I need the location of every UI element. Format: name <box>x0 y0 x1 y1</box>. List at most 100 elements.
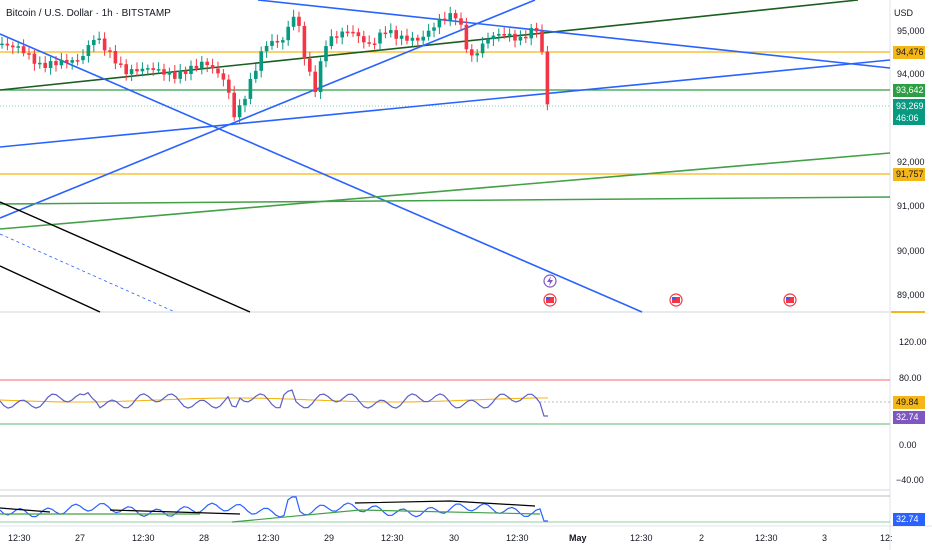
candle-body <box>426 30 431 37</box>
candle-body <box>389 30 393 34</box>
candle-body <box>227 79 231 93</box>
rsi-tick: 0.00 <box>899 440 917 450</box>
rsi-ma-badge: 49.84 <box>893 396 925 409</box>
candle-body <box>0 43 4 46</box>
lower-trend-black[interactable] <box>109 509 241 515</box>
time-label: 2 <box>699 533 705 543</box>
time-label: 12: <box>880 533 893 543</box>
candle-body <box>194 65 199 69</box>
time-label: 3 <box>822 533 828 543</box>
candle-body <box>178 70 182 79</box>
candle-body <box>399 35 404 39</box>
candle-body <box>356 32 361 37</box>
candle-body <box>97 38 101 41</box>
candle-body <box>59 59 64 66</box>
rsi-tick: 80.00 <box>899 373 922 383</box>
price-badge-green-level: 93,642 <box>893 84 925 97</box>
us-flag-event-icon[interactable] <box>669 293 683 307</box>
time-label: 12:30 <box>381 533 404 543</box>
trendline-dark-green[interactable] <box>0 0 859 91</box>
candle-body <box>129 69 134 75</box>
trendline-blue-rising[interactable] <box>0 0 536 219</box>
time-label: May <box>569 533 587 543</box>
channel-line-black[interactable] <box>0 201 251 313</box>
candle-body <box>507 33 512 36</box>
lower-trend-green[interactable] <box>231 509 541 523</box>
trendline-green-a[interactable] <box>0 152 891 230</box>
candle-body <box>518 36 523 41</box>
candlestick-series[interactable] <box>0 6 550 123</box>
candle-body <box>81 56 85 61</box>
candle-body <box>291 16 296 27</box>
price-axis[interactable]: 95,000 94,000 92,000 91,000 90,000 89,00… <box>897 26 925 300</box>
trendline-blue-lower[interactable] <box>0 59 891 148</box>
candle-body <box>416 37 420 41</box>
candle-body <box>27 53 31 55</box>
candle-body <box>237 105 242 118</box>
candle-body <box>75 60 80 62</box>
candle-body <box>335 36 339 38</box>
price-badge-yellow-lower: 91,757 <box>893 168 925 181</box>
price-tick: 92,000 <box>897 157 925 167</box>
candle-body <box>102 38 107 51</box>
candle-body <box>259 51 263 71</box>
time-label: 27 <box>75 533 86 543</box>
candle-body <box>156 69 161 71</box>
candle-body <box>21 46 26 54</box>
candle-body <box>529 28 533 39</box>
candle-body <box>502 34 506 36</box>
currency-label[interactable]: USD <box>894 8 914 18</box>
rsi-axis[interactable]: 120.00 80.00 0.00 −40.00 <box>896 337 927 485</box>
candle-body <box>297 16 301 26</box>
lower-trend-black[interactable] <box>0 507 51 513</box>
trendline-blue-upper[interactable] <box>257 0 891 69</box>
candle-body <box>210 65 215 69</box>
time-label: 29 <box>324 533 335 543</box>
us-flag-event-icon[interactable] <box>543 293 557 307</box>
candle-body <box>86 45 91 57</box>
candle-body <box>70 60 74 63</box>
lower-trend-black[interactable] <box>354 500 536 507</box>
candle-body <box>345 31 350 34</box>
time-label: 30 <box>449 533 460 543</box>
candle-body <box>54 61 58 66</box>
price-tick: 91,000 <box>897 201 925 211</box>
price-tick: 94,000 <box>897 69 925 79</box>
candle-body <box>151 68 155 70</box>
candle-body <box>264 45 269 52</box>
candle-body <box>534 28 539 32</box>
candle-body <box>11 45 15 48</box>
trendline-blue-falling[interactable] <box>0 33 643 313</box>
event-marker[interactable] <box>543 274 557 288</box>
candle-body <box>394 30 398 39</box>
last-price-badge: 93,269 46:06 <box>893 99 925 125</box>
us-flag-event-icon[interactable] <box>783 293 797 307</box>
candle-body <box>232 92 236 118</box>
candle-body <box>351 31 355 34</box>
candle-body <box>405 35 409 41</box>
candle-body <box>5 43 10 46</box>
candle-body <box>486 39 490 44</box>
candle-body <box>480 43 485 54</box>
candle-body <box>302 25 307 59</box>
candle-body <box>491 35 496 40</box>
candle-body <box>162 69 166 75</box>
candle-body <box>48 61 53 68</box>
candle-body <box>470 49 474 56</box>
candle-body <box>448 13 452 21</box>
candle-body <box>183 70 188 74</box>
channel-line-black[interactable] <box>0 265 101 313</box>
lower-indicator-line[interactable] <box>0 496 548 522</box>
trendline-green-b[interactable] <box>0 196 891 205</box>
channel-line-dashed[interactable] <box>0 233 176 313</box>
candle-body <box>378 32 382 44</box>
price-tick: 89,000 <box>897 290 925 300</box>
candle-body <box>216 68 220 74</box>
symbol-title[interactable]: Bitcoin / U.S. Dollar · 1h · BITSTAMP <box>6 8 171 19</box>
price-tick: 90,000 <box>897 246 925 256</box>
candle-body <box>313 71 317 93</box>
rsi-line[interactable] <box>0 389 548 417</box>
rsi-ma-line[interactable] <box>0 397 548 403</box>
candle-body <box>65 59 69 63</box>
